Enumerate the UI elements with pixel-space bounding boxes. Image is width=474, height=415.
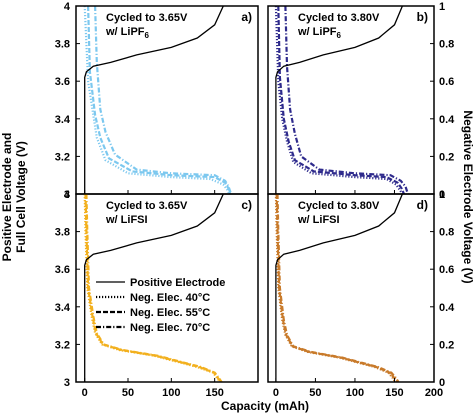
y-tick-label-left: 3.4: [55, 302, 71, 314]
x-tick-label: 0: [273, 387, 279, 399]
panel-title-a-line1: Cycled to 3.65V: [106, 12, 188, 24]
panel-label-a: a): [241, 10, 252, 24]
y-tick-label-right: 0.8: [439, 227, 454, 239]
y-tick-label-left: 3.6: [55, 76, 70, 88]
positive-electrode-line-c: [84, 194, 224, 382]
neg-electrode-dotted-line-b: [274, 6, 404, 194]
y-tick-label-right: 0.2: [439, 151, 454, 163]
y-tick-label-left: 3.2: [55, 151, 70, 163]
legend-label-dotted: Neg. Elec. 40°C: [130, 292, 210, 304]
panel-d: Cycled to 3.80V w/ LiFSI d): [267, 193, 435, 383]
x-tick-label: 100: [162, 387, 180, 399]
panel-title-c-line2: w/ LiFSI: [105, 214, 148, 226]
positive-electrode-line-d: [275, 194, 403, 382]
panel-title-b-subscript: 6: [337, 31, 342, 40]
y-tick-label-right: 0: [439, 377, 445, 389]
positive-electrode-line-b: [275, 6, 403, 194]
panel-title-a-line2: w/ LiPF6: [105, 26, 150, 40]
neg-electrode-dashdot-line-d: [276, 194, 400, 382]
neg-electrode-dashdot-line-c: [85, 194, 223, 382]
y-tick-label-left: 3: [64, 377, 70, 389]
x-tick-label: 50: [309, 387, 321, 399]
neg-electrode-dashed-line-b: [277, 6, 406, 194]
y-tick-label-left: 3.6: [55, 264, 70, 276]
panel-frame-d: [267, 193, 435, 383]
y-tick-label-left: 3.8: [55, 227, 70, 239]
panel-label-d: d): [417, 198, 428, 212]
positive-electrode-line-a: [84, 6, 224, 194]
panel-title-a-subscript: 6: [145, 31, 150, 40]
x-tick-label: 50: [122, 387, 134, 399]
y-tick-label-left: 3.4: [55, 114, 71, 126]
y-axis-label-left-line1: Positive Electrode and: [0, 133, 14, 262]
x-tick-label: 150: [385, 387, 403, 399]
y-tick-label-right: 0.8: [439, 39, 454, 51]
panel-a: Cycled to 3.65V w/ LiPF6 a): [75, 5, 259, 195]
x-tick-label: 100: [346, 387, 364, 399]
legend-label-solid: Positive Electrode: [130, 277, 225, 289]
panel-frame-b: [267, 5, 435, 195]
neg-electrode-dashed-line-a: [87, 6, 232, 194]
legend: Positive Electrode Neg. Elec. 40°C Neg. El…: [96, 277, 225, 334]
y-tick-label-right: 0.6: [439, 264, 454, 276]
panel-title-b-line1: Cycled to 3.80V: [298, 12, 380, 24]
panel-label-c: c): [241, 198, 252, 212]
x-tick-label: 150: [205, 387, 223, 399]
neg-electrode-dashdot-line-b: [284, 6, 409, 194]
x-tick-label: 0: [82, 387, 88, 399]
y-tick-label-left: 3.8: [55, 39, 70, 51]
panel-b: Cycled to 3.80V w/ LiPF6 b): [267, 5, 435, 195]
y-tick-label-left: 3: [64, 189, 70, 201]
legend-label-dashed: Neg. Elec. 55°C: [130, 307, 210, 319]
y-tick-label-right: 0.4: [439, 302, 455, 314]
panel-c: Cycled to 3.65V w/ LiFSI c): [75, 193, 259, 383]
panel-label-b: b): [417, 10, 428, 24]
x-tick-label: 200: [425, 387, 443, 399]
panel-title-d-line2: w/ LiFSI: [297, 214, 340, 226]
y-tick-label-right: 0.4: [439, 114, 455, 126]
y-tick-label-right: 0: [439, 189, 445, 201]
y-tick-label-left: 4: [64, 189, 71, 201]
legend-label-dashdot: Neg. Elec. 70°C: [130, 322, 210, 334]
x-axis-label: Capacity (mAh): [221, 399, 309, 413]
panel-title-c-line1: Cycled to 3.65V: [106, 200, 188, 212]
y-axis-label-left-line2: Full Cell Voltage (V): [14, 141, 28, 253]
y-tick-label-right: 0.2: [439, 339, 454, 351]
panel-title-b-line2: w/ LiPF6: [297, 26, 342, 40]
y-axis-label-right: Negative Electrode Voltage (V): [461, 110, 474, 283]
y-tick-label-right: 1: [439, 189, 445, 201]
panel-frame-c: [75, 193, 259, 383]
y-tick-label-right: 0.6: [439, 76, 454, 88]
y-tick-label-left: 4: [64, 1, 71, 13]
y-tick-label-right: 1: [439, 1, 445, 13]
neg-electrode-dashdot-line-a: [94, 6, 233, 194]
panel-frame-a: [75, 5, 259, 195]
panel-title-d-line1: Cycled to 3.80V: [298, 200, 380, 212]
y-tick-label-left: 3.2: [55, 339, 70, 351]
